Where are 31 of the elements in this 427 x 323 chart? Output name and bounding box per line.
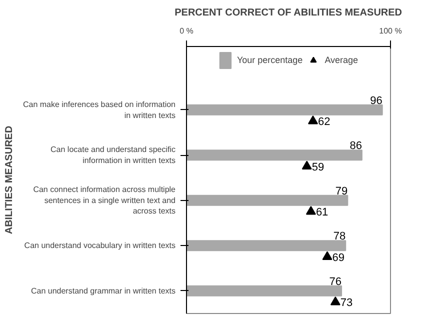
y-tick-label: Can understand grammar in written texts (30, 286, 176, 296)
bar (186, 285, 342, 296)
legend-label: Average (324, 55, 358, 65)
data-label: 62 (318, 116, 330, 128)
y-tick-label: Can understand vocabulary in written texts (24, 241, 176, 250)
data-label: 61 (316, 206, 328, 219)
data-label: 73 (340, 297, 353, 310)
y-axis-title: ABILITIES MEASURED (4, 126, 15, 234)
bar (186, 194, 348, 206)
data-label: 78 (333, 230, 346, 243)
y-tick-label: Can locate and understand specific information in written texts (50, 145, 176, 166)
x-tick-label: 100 % (379, 26, 402, 36)
y-tick-label: Can make inferences based on information in written texts (22, 100, 176, 120)
y-tick-label: Can connect information across multiple sentences in a single written text and across texts (33, 185, 176, 216)
data-label: 86 (350, 140, 362, 152)
point (306, 206, 316, 215)
point (322, 251, 332, 260)
point (302, 160, 312, 170)
data-label: 69 (332, 252, 345, 264)
bar (186, 150, 362, 161)
data-label: 59 (312, 161, 324, 174)
bar (186, 240, 346, 252)
data-label: 79 (335, 185, 348, 198)
point (308, 115, 318, 124)
x-tick-label: 0 % (180, 26, 194, 36)
data-label: 76 (329, 276, 342, 288)
bar (186, 104, 383, 116)
data-label: 96 (370, 94, 382, 107)
chart-title: PERCENT CORRECT OF ABILITIES MEASURED (174, 8, 402, 18)
legend-label: Your percentage (236, 55, 303, 65)
point (330, 296, 340, 306)
